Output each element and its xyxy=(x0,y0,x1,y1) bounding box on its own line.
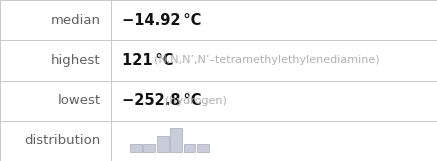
Text: distribution: distribution xyxy=(24,134,101,147)
Text: median: median xyxy=(51,14,101,27)
Bar xyxy=(130,144,142,152)
Text: −252.8 °C: −252.8 °C xyxy=(122,93,202,108)
Text: −14.92 °C: −14.92 °C xyxy=(122,13,202,28)
Text: 121 °C: 121 °C xyxy=(122,53,174,68)
Bar xyxy=(170,128,182,152)
Bar xyxy=(197,144,209,152)
Text: (hydrogen): (hydrogen) xyxy=(158,96,227,106)
Text: highest: highest xyxy=(51,54,101,67)
Bar xyxy=(184,144,195,152)
Text: (N,N,N’,N’–tetramethylethylenediamine): (N,N,N’,N’–tetramethylethylenediamine) xyxy=(147,55,379,65)
Text: lowest: lowest xyxy=(57,94,101,107)
Bar xyxy=(157,136,169,152)
Bar xyxy=(143,144,155,152)
